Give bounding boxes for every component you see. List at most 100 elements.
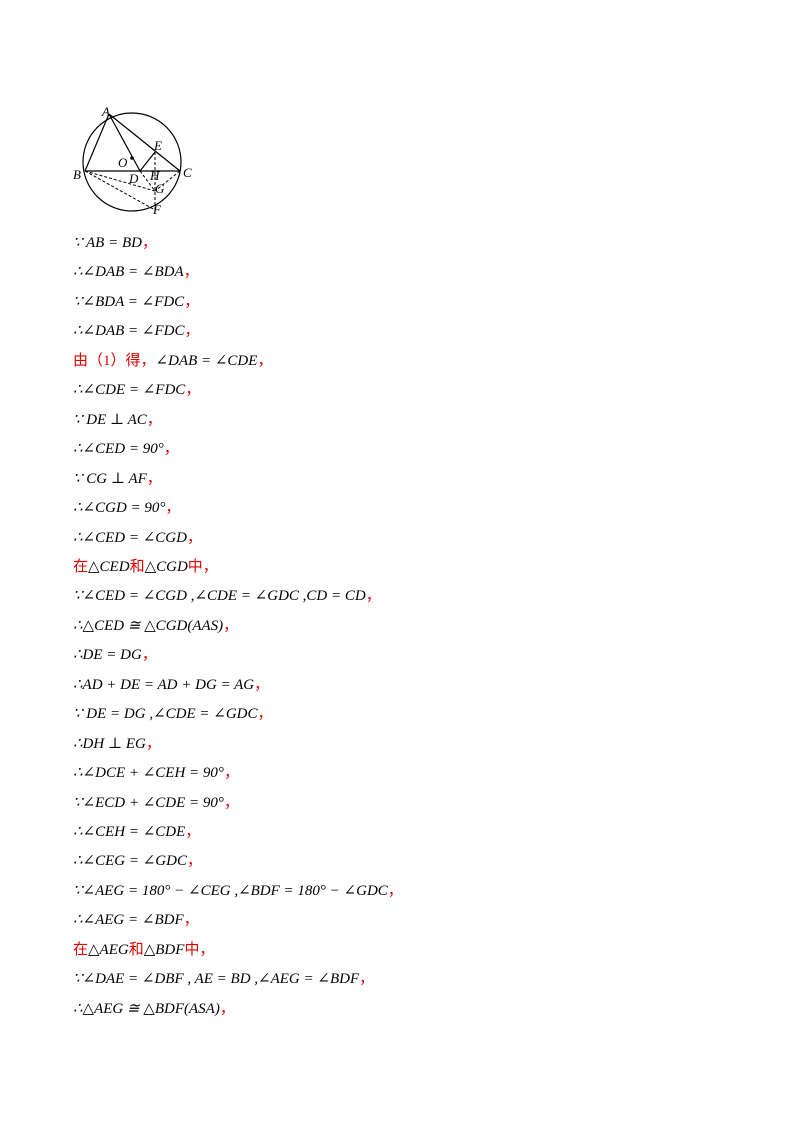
proof-line: ∴△CED ≅ △CGD(AAS)， [73,616,238,636]
proof-line: ∵ DE ⊥ AC， [73,410,162,430]
text-segment: ∵∠CED = ∠CGD ,∠CDE = ∠GDC ,CD = CD [73,588,366,605]
proof-line: 在△AEG和△BDF中， [73,940,214,960]
text-segment: ∴DH ⊥ EG [73,735,146,752]
text-segment: ∴∠DCE + ∠CEH = 90° [73,765,224,782]
text-segment: ∠DAB = ∠CDE [155,352,258,369]
text-segment: ∴△CED ≅ △CGD(AAS) [73,617,224,634]
text-segment: ， [254,676,270,693]
text-segment: ∴DE = DG [73,647,142,664]
text-segment: ， [163,441,179,458]
text-segment: ， [185,824,201,840]
text-segment: ， [183,264,199,281]
proof-line: ∴∠CED = 90°， [73,439,179,459]
proof-line: ∵ AB = BD， [73,233,157,253]
proof-line: ∵∠CED = ∠CGD ,∠CDE = ∠GDC ,CD = CD， [73,586,381,606]
text-segment: ， [141,647,157,664]
text-segment: 由（1）得， [73,352,156,369]
text-segment: △CED [88,558,130,575]
text-segment: ∴∠CGD = 90° [73,500,166,517]
circle [82,112,182,212]
text-segment: ， [186,529,202,546]
point-label: D [128,171,139,186]
text-segment: ∴∠CED = ∠CGD [73,529,187,546]
proof-line: ∴∠DAB = ∠BDA， [73,262,199,282]
text-segment: ∵ CG ⊥ AF [73,470,147,487]
text-segment: ， [184,293,200,310]
text-segment: ∵ DE = DG ,∠CDE = ∠GDC [73,706,258,723]
proof-line: 在△CED和△CGD中， [73,557,218,577]
text-segment: ， [141,235,157,251]
segment [108,113,181,172]
center-dot [130,156,134,160]
text-segment: ， [165,500,181,517]
text-segment: 在 [73,558,89,575]
proof-line: ∴∠CEH = ∠CDE， [73,822,200,842]
text-segment: △AEG [88,941,129,958]
text-segment: 中， [187,558,218,575]
proof-line: ∴∠CDE = ∠FDC， [73,380,200,400]
proof-line: ∴△AEG ≅ △BDF(ASA)， [73,999,235,1019]
text-segment: ， [186,853,202,870]
text-segment: ∵∠ECD + ∠CDE = 90° [73,794,224,811]
text-segment: ， [365,588,381,605]
text-segment: ， [223,765,239,782]
proof-line: ∴∠DAB = ∠FDC， [73,321,199,341]
proof-line: ∴∠CGD = 90°， [73,498,180,518]
text-segment: ∴∠DAB = ∠BDA [73,264,184,281]
point-label: H [149,168,160,183]
point-label: F [152,202,162,217]
proof-line: ∵∠AEG = 180° − ∠CEG ,∠BDF = 180° − ∠GDC， [73,881,403,901]
text-segment: △CGD [144,558,188,575]
text-segment: ∴∠CEG = ∠GDC [73,853,187,870]
text-segment: ， [359,971,375,988]
text-segment: △BDF [143,941,185,958]
text-segment: 中， [184,941,215,958]
point-label: B [73,167,81,182]
proof-line: ∴DH ⊥ EG， [73,734,161,754]
point-label: A [101,104,110,119]
text-segment: ∴AD + DE = AD + DG = AG [73,676,255,693]
proof-line: ∴∠CED = ∠CGD， [73,528,202,548]
text-segment: ∴∠CEH = ∠CDE [73,824,186,840]
segment [108,113,141,172]
text-segment: ∵ AB = BD [73,235,142,251]
text-segment: ， [223,794,239,811]
point-label: O [118,155,128,170]
point-label: E [153,138,162,153]
text-segment: ∵∠DAE = ∠DBF , AE = BD ,∠AEG = ∠BDF [73,971,360,988]
segment [139,151,156,172]
proof-line: ∵∠DAE = ∠DBF , AE = BD ,∠AEG = ∠BDF， [73,969,374,989]
text-segment: 和 [128,941,144,958]
segment [84,113,110,172]
proof-line: ∴AD + DE = AD + DG = AG， [73,675,269,695]
text-segment: ， [219,1000,235,1017]
text-segment: ∴∠AEG = ∠BDF [73,912,184,929]
text-segment: ， [146,470,162,487]
text-segment: ∴∠CED = 90° [73,441,164,458]
dashed-segment [84,170,156,192]
proof-line: ∵ DE = DG ,∠CDE = ∠GDC， [73,704,273,724]
text-segment: ∵∠AEG = 180° − ∠CEG ,∠BDF = 180° − ∠GDC [73,882,388,899]
proof-line: ∵ CG ⊥ AF， [73,469,162,489]
dashed-segment [139,170,156,192]
proof-line: ∴∠CEG = ∠GDC， [73,851,202,871]
dashed-segment [84,170,156,211]
proof-line: ∴DE = DG， [73,645,157,665]
proof-line: ∴∠AEG = ∠BDF， [73,910,199,930]
text-segment: ∴∠CDE = ∠FDC [73,382,186,399]
text-segment: ， [183,912,199,929]
point-label: C [183,165,192,180]
geometry-figure: A O E B D H C G F [73,104,192,217]
proof-line: ∴∠DCE + ∠CEH = 90°， [73,763,239,783]
text-segment: ∵∠BDA = ∠FDC [73,293,185,310]
text-segment: ∵ DE ⊥ AC [73,411,147,428]
text-segment: 和 [129,558,145,575]
point-label: G [155,181,165,196]
text-segment: ， [257,352,273,369]
text-segment: ， [223,617,239,634]
proof-line: 由（1）得，∠DAB = ∠CDE， [73,351,272,371]
proof-line: ∵∠BDA = ∠FDC， [73,292,199,312]
text-segment: ， [145,735,161,752]
proof-line: ∵∠ECD + ∠CDE = 90°， [73,793,239,813]
